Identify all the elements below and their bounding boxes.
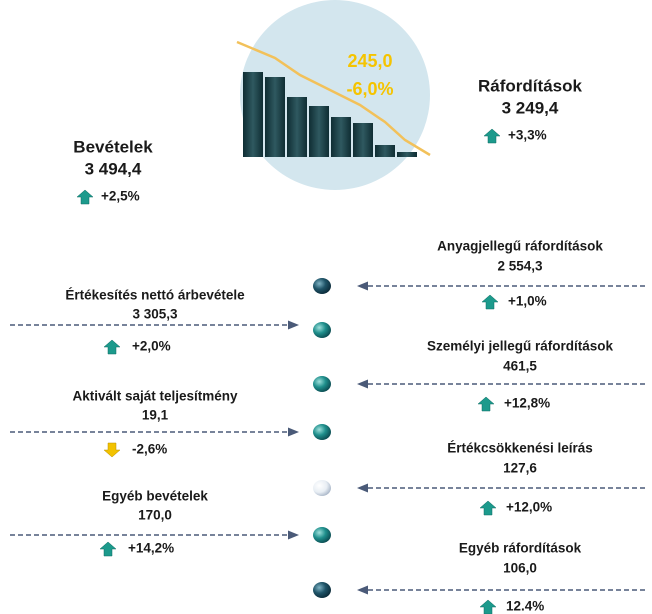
summary-value: 3 494,4 [85,159,142,178]
summary-change: +3,3% [508,128,547,143]
node-ball [313,278,331,294]
item-change: +1,0% [508,294,547,309]
item-title: Anyagjellegű ráfordítások [437,239,603,254]
node-ball [313,322,331,338]
node-ball [313,582,331,598]
summary-title: Bevételek [73,137,153,156]
up-arrow [479,599,497,614]
item-title: Értékcsökkenési leírás [447,441,593,456]
item-change: -2,6% [132,442,167,457]
item-change: +12,0% [506,500,552,515]
item-value: 19,1 [142,408,169,423]
item-change: +12,8% [504,396,550,411]
center-change: -6,0% [346,79,393,99]
node-ball [313,376,331,392]
up-arrow [479,500,497,516]
up-arrow [103,339,121,355]
item-change: +14,2% [128,541,174,556]
top-graphic [236,0,431,190]
item-title: Személyi jellegű ráfordítások [427,339,614,354]
node-ball [313,424,331,440]
item-value: 3 305,3 [132,307,178,322]
item-title: Egyéb ráfordítások [459,541,582,556]
node-ball [313,480,331,496]
up-arrow [483,128,501,144]
item-change: 12.4% [506,599,544,614]
summary-value: 3 249,4 [502,98,559,117]
item-title: Értékesítés nettó árbevétele [65,288,245,303]
item-value: 170,0 [138,508,172,523]
summary-change: +2,5% [101,189,140,204]
up-arrow [477,396,495,412]
item-value: 127,6 [503,461,537,476]
center-value: 245,0 [347,51,392,71]
up-arrow [99,541,117,557]
up-arrow [76,189,94,205]
item-title: Egyéb bevételek [102,489,208,504]
node-ball [313,527,331,543]
item-value: 461,5 [503,359,537,374]
item-value: 106,0 [503,561,537,576]
item-title: Aktivált saját teljesítmény [72,389,238,404]
down-arrow [103,442,121,458]
up-arrow [481,294,499,310]
summary-title: Ráfordítások [478,76,582,95]
item-change: +2,0% [132,339,171,354]
item-value: 2 554,3 [497,259,543,274]
